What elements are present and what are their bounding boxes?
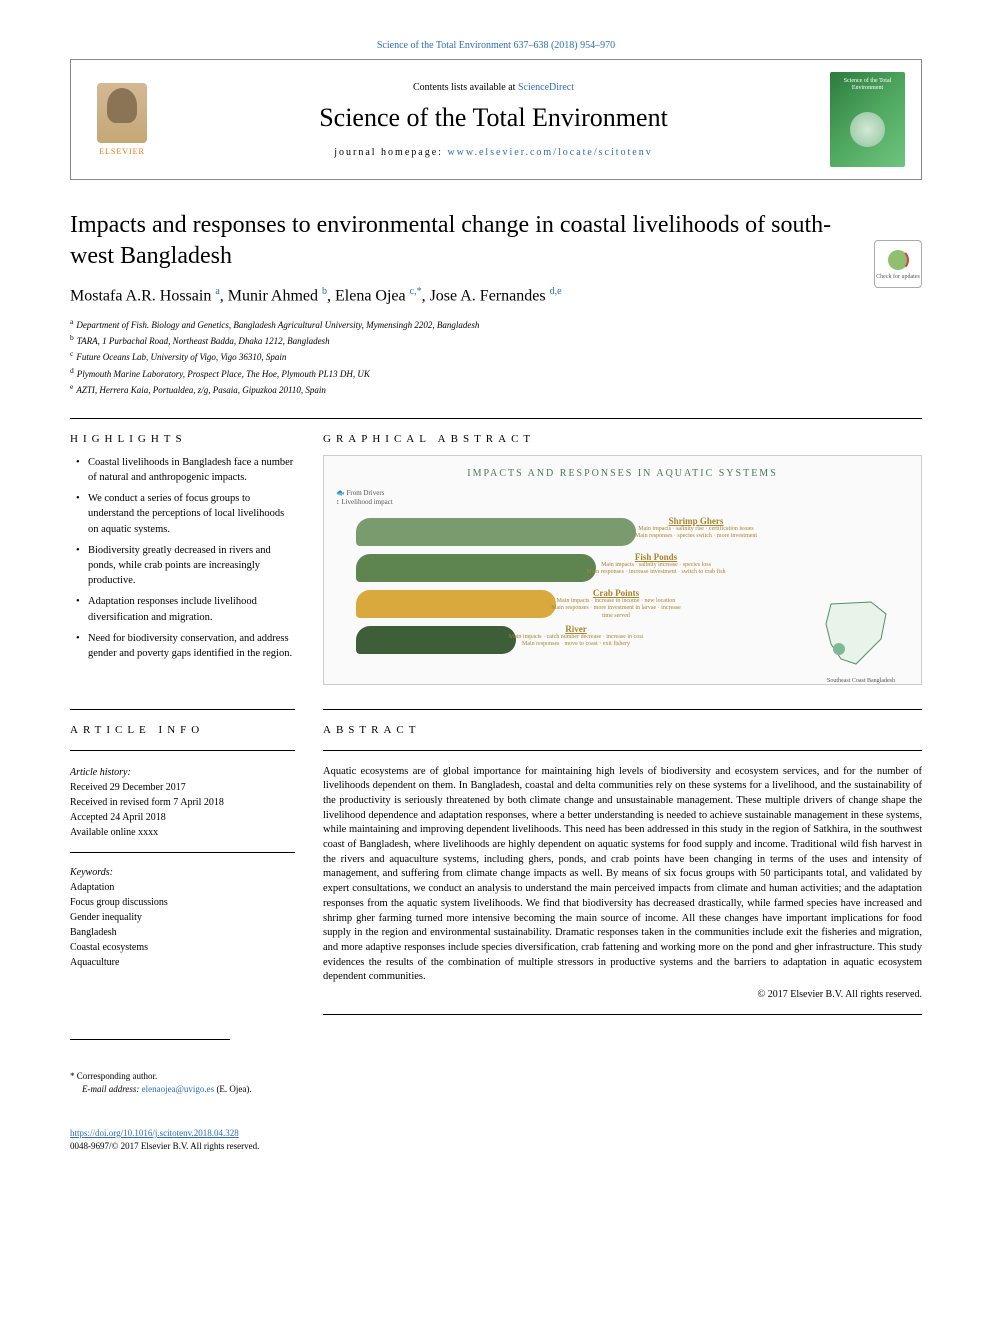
copyright-line: © 2017 Elsevier B.V. All rights reserved… bbox=[323, 989, 922, 1000]
check-updates-icon bbox=[886, 248, 910, 272]
corresponding-label: * Corresponding author. bbox=[70, 1070, 922, 1084]
keyword: Coastal ecosystems bbox=[70, 940, 295, 955]
ga-band bbox=[356, 626, 516, 654]
ga-band bbox=[356, 590, 556, 618]
keyword: Focus group discussions bbox=[70, 895, 295, 910]
check-badge-label: Check for updates bbox=[876, 274, 920, 280]
affiliation-d: Plymouth Marine Laboratory, Prospect Pla… bbox=[77, 369, 370, 379]
article-info: Article history: Received 29 December 20… bbox=[70, 765, 295, 840]
ga-band bbox=[356, 554, 596, 582]
divider bbox=[70, 852, 295, 853]
author-1: Mostafa A.R. Hossain bbox=[70, 288, 215, 305]
crossmark-badge[interactable]: Check for updates bbox=[874, 240, 922, 288]
graphical-abstract-figure: IMPACTS AND RESPONSES IN AQUATIC SYSTEMS… bbox=[323, 455, 922, 685]
affiliation-e: AZTI, Herrera Kaia, Portualdea, z/g, Pas… bbox=[76, 385, 326, 395]
email-label: E-mail address: bbox=[82, 1084, 142, 1094]
ga-band-label: RiverMain impacts · catch number decreas… bbox=[506, 624, 646, 648]
contents-line: Contents lists available at ScienceDirec… bbox=[157, 82, 830, 93]
homepage-prefix: journal homepage: bbox=[334, 147, 447, 158]
journal-title: Science of the Total Environment bbox=[157, 103, 830, 133]
affiliation-b: TARA, 1 Purbachal Road, Northeast Badda,… bbox=[77, 336, 330, 346]
abstract-text: Aquatic ecosystems are of global importa… bbox=[323, 765, 922, 985]
ga-band-label: Crab PointsMain impacts · increase in in… bbox=[546, 588, 686, 620]
keywords-label: Keywords: bbox=[70, 865, 295, 880]
highlight-item: Biodiversity greatly decreased in rivers… bbox=[80, 543, 295, 589]
author-2: , Munir Ahmed bbox=[220, 288, 322, 305]
ga-band bbox=[356, 518, 636, 546]
divider bbox=[70, 709, 295, 710]
ga-title: IMPACTS AND RESPONSES IN AQUATIC SYSTEMS bbox=[336, 468, 909, 479]
affiliation-a: Department of Fish. Biology and Genetics… bbox=[76, 320, 479, 330]
author-4: , Jose A. Fernandes bbox=[422, 288, 550, 305]
revised-date: Received in revised form 7 April 2018 bbox=[70, 795, 295, 810]
journal-banner: ELSEVIER Contents lists available at Sci… bbox=[70, 59, 922, 180]
online-date: Available online xxxx bbox=[70, 825, 295, 840]
cover-label: Science of the Total Environment bbox=[836, 78, 899, 92]
keyword: Adaptation bbox=[70, 880, 295, 895]
highlights-list: Coastal livelihoods in Bangladesh face a… bbox=[70, 455, 295, 662]
divider bbox=[70, 750, 295, 751]
email-suffix: (E. Ojea). bbox=[214, 1084, 251, 1094]
publisher-logo: ELSEVIER bbox=[87, 75, 157, 165]
highlight-item: Need for biodiversity conservation, and … bbox=[80, 631, 295, 661]
keyword: Bangladesh bbox=[70, 925, 295, 940]
highlight-item: Adaptation responses include livelihood … bbox=[80, 594, 295, 624]
keyword: Aquaculture bbox=[70, 955, 295, 970]
doi-link[interactable]: https://doi.org/10.1016/j.scitotenv.2018… bbox=[70, 1128, 239, 1138]
article-info-heading: ARTICLE INFO bbox=[70, 724, 295, 736]
citation-header: Science of the Total Environment 637–638… bbox=[70, 40, 922, 51]
ga-band-label: Shrimp GhersMain impacts · salinity rise… bbox=[626, 516, 766, 540]
author-3: , Elena Ojea bbox=[327, 288, 410, 305]
bangladesh-map-icon: Southeast Coast Bangladesh bbox=[811, 594, 911, 674]
highlight-item: Coastal livelihoods in Bangladesh face a… bbox=[80, 455, 295, 485]
affiliations: aDepartment of Fish. Biology and Genetic… bbox=[70, 316, 922, 398]
divider bbox=[323, 1014, 922, 1015]
received-date: Received 29 December 2017 bbox=[70, 780, 295, 795]
divider bbox=[323, 709, 922, 710]
ga-band-label: Fish PondsMain impacts · salinity increa… bbox=[586, 552, 726, 576]
highlight-item: We conduct a series of focus groups to u… bbox=[80, 491, 295, 537]
elsevier-tree-icon bbox=[97, 83, 147, 143]
divider bbox=[323, 750, 922, 751]
keyword: Gender inequality bbox=[70, 910, 295, 925]
abstract-heading: ABSTRACT bbox=[323, 724, 922, 736]
ga-legend: 🐟 From Drivers ↕ Livelihood impact bbox=[336, 489, 909, 509]
footer-divider bbox=[70, 1039, 230, 1040]
homepage-line: journal homepage: www.elsevier.com/locat… bbox=[157, 147, 830, 158]
graphical-abstract-heading: GRAPHICAL ABSTRACT bbox=[323, 433, 922, 445]
author-4-affil[interactable]: d,e bbox=[550, 286, 562, 297]
accepted-date: Accepted 24 April 2018 bbox=[70, 810, 295, 825]
affiliation-c: Future Oceans Lab, University of Vigo, V… bbox=[76, 352, 286, 362]
corresponding-author-block: * Corresponding author. E-mail address: … bbox=[70, 1070, 922, 1097]
homepage-link[interactable]: www.elsevier.com/locate/scitotenv bbox=[447, 147, 652, 158]
contents-prefix: Contents lists available at bbox=[413, 82, 518, 93]
ga-legend-2: Livelihood impact bbox=[341, 498, 393, 506]
corresponding-email-link[interactable]: elenaojea@uvigo.es bbox=[142, 1084, 215, 1094]
ga-legend-1: From Drivers bbox=[346, 489, 384, 497]
authors-line: Mostafa A.R. Hossain a, Munir Ahmed b, E… bbox=[70, 286, 922, 305]
issn-line: 0048-9697/© 2017 Elsevier B.V. All right… bbox=[70, 1140, 922, 1154]
ga-map-label: Southeast Coast Bangladesh bbox=[811, 678, 911, 684]
journal-cover-thumbnail: Science of the Total Environment bbox=[830, 72, 905, 167]
publisher-name: ELSEVIER bbox=[99, 147, 145, 156]
history-label: Article history: bbox=[70, 765, 295, 780]
article-title: Impacts and responses to environmental c… bbox=[70, 210, 922, 272]
divider bbox=[70, 418, 922, 419]
sciencedirect-link[interactable]: ScienceDirect bbox=[518, 82, 574, 93]
highlights-heading: HIGHLIGHTS bbox=[70, 433, 295, 445]
author-3-affil[interactable]: c,* bbox=[410, 286, 422, 297]
doi-footer: https://doi.org/10.1016/j.scitotenv.2018… bbox=[70, 1127, 922, 1154]
keywords-block: Keywords: Adaptation Focus group discuss… bbox=[70, 865, 295, 970]
